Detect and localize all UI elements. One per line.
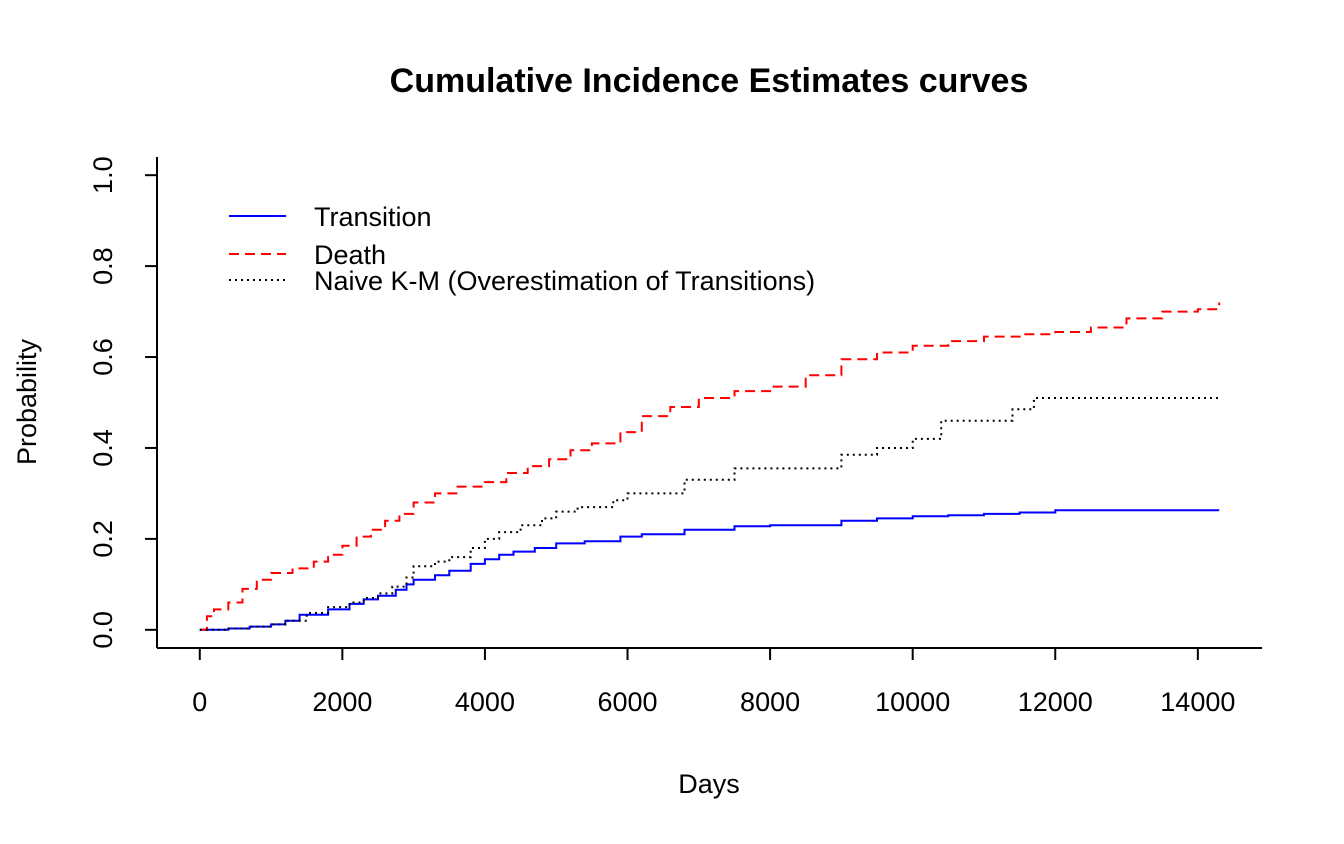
y-tick-label: 0.0 (88, 611, 118, 649)
y-tick-label: 0.8 (88, 247, 118, 285)
y-axis-label: Probability (12, 338, 42, 465)
series-line-1 (199, 509, 1220, 631)
legend-label-1: Transition (314, 202, 432, 232)
legend-label-3: Naive K-M (Overestimation of Transitions… (314, 266, 815, 296)
x-tick-label: 2000 (312, 687, 372, 717)
y-tick-label: 0.4 (88, 429, 118, 467)
x-tick-label: 14000 (1160, 687, 1235, 717)
series-line-3 (199, 397, 1220, 631)
x-tick-label: 10000 (875, 687, 950, 717)
chart-title: Cumulative Incidence Estimates curves (390, 62, 1029, 100)
y-tick-label: 0.2 (88, 520, 118, 558)
x-tick-label: 0 (192, 687, 207, 717)
y-tick-label: 1.0 (88, 156, 118, 194)
x-tick-label: 12000 (1018, 687, 1093, 717)
x-tick-label: 8000 (740, 687, 800, 717)
series-line-2 (199, 302, 1221, 631)
y-tick-label: 0.6 (88, 338, 118, 376)
series-layer (199, 302, 1221, 631)
legend-label-2: Death (314, 240, 386, 270)
x-tick-label: 6000 (597, 687, 657, 717)
x-tick-label: 4000 (455, 687, 515, 717)
axes: 0 2000 4000 6000 8000 10000 12000 14000 0.0 0.2 0.… (88, 156, 1262, 717)
x-axis-label: Days (678, 769, 740, 799)
